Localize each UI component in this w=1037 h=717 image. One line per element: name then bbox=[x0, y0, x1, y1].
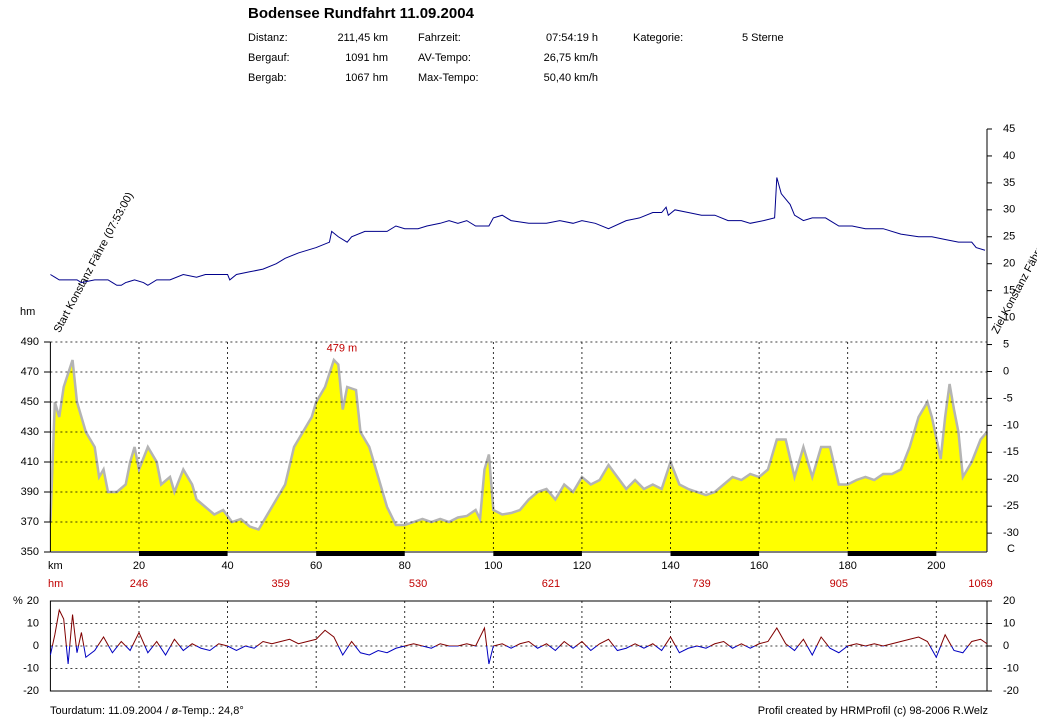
y2-tick-label: 30 bbox=[1003, 204, 1015, 216]
y-tick-label: 450 bbox=[21, 396, 39, 408]
y2-tick-label: -15 bbox=[1003, 446, 1019, 458]
y-tick-label: 410 bbox=[21, 456, 39, 468]
y2-tick-label: 0 bbox=[1003, 365, 1009, 377]
y2-tick-label: 15 bbox=[1003, 285, 1015, 297]
y2-tick-label: -10 bbox=[1003, 419, 1019, 431]
stat-value: 1067 hm bbox=[345, 72, 388, 84]
stat-value: 1091 hm bbox=[345, 52, 388, 64]
stat-label: Distanz: bbox=[248, 32, 288, 44]
y-axis-label: hm bbox=[20, 306, 35, 318]
x-tick-label: 180 bbox=[839, 560, 857, 572]
annotation: 479 m bbox=[327, 342, 358, 354]
elevation-line bbox=[49, 357, 988, 532]
y2-tick-label: -20 bbox=[1003, 685, 1019, 697]
y2-tick-label: 20 bbox=[1003, 595, 1015, 607]
y-tick-label: 430 bbox=[21, 426, 39, 438]
km-bar bbox=[316, 551, 405, 556]
x-tick-label: 200 bbox=[927, 560, 945, 572]
y2-axis-label: C bbox=[1007, 543, 1015, 555]
stat-value: 07:54:19 h bbox=[546, 32, 598, 44]
chart-title: Bodensee Rundfahrt 11.09.2004 bbox=[248, 5, 475, 22]
footer-right: Profil created by HRMProfil (c) 98-2006 … bbox=[758, 705, 988, 717]
km-bar bbox=[493, 551, 582, 556]
y2-tick-label: 40 bbox=[1003, 150, 1015, 162]
footer-left: Tourdatum: 11.09.2004 / ø-Temp.: 24,8° bbox=[50, 705, 244, 717]
elevation-area bbox=[50, 360, 987, 552]
climb-value: 359 bbox=[272, 578, 290, 590]
km-bar bbox=[847, 551, 937, 556]
stat-label: Max-Tempo: bbox=[418, 72, 479, 84]
y2-tick-label: -5 bbox=[1003, 392, 1013, 404]
y2-tick-label: -25 bbox=[1003, 500, 1019, 512]
x-tick-label: 20 bbox=[133, 560, 145, 572]
y2-tick-label: 25 bbox=[1003, 231, 1015, 243]
y2-tick-label: 20 bbox=[1003, 258, 1015, 270]
stat-value: 211,45 km bbox=[337, 32, 388, 44]
y-tick-label: 350 bbox=[21, 546, 39, 558]
climb-value: 1069 bbox=[968, 578, 992, 590]
x-tick-label: 120 bbox=[573, 560, 591, 572]
climb-value: 530 bbox=[409, 578, 427, 590]
gradient-line-negative bbox=[50, 646, 969, 665]
x-tick-label: 100 bbox=[484, 560, 502, 572]
y2-tick-label: 45 bbox=[1003, 123, 1015, 135]
y-tick-label: 370 bbox=[21, 516, 39, 528]
stat-label: Bergauf: bbox=[248, 52, 290, 64]
y2-tick-label: 0 bbox=[1003, 640, 1009, 652]
x-tick-label: 160 bbox=[750, 560, 768, 572]
y2-tick-label: 10 bbox=[1003, 617, 1015, 629]
stat-label: Fahrzeit: bbox=[418, 32, 461, 44]
climb-value: 246 bbox=[130, 578, 148, 590]
climb-label: hm bbox=[48, 578, 63, 590]
y2-tick-label: 5 bbox=[1003, 338, 1009, 350]
y2-tick-label: -30 bbox=[1003, 527, 1019, 539]
x-tick-label: 60 bbox=[310, 560, 322, 572]
y-tick-label: 10 bbox=[27, 617, 39, 629]
y2-tick-label: -10 bbox=[1003, 662, 1019, 674]
stat-value: 26,75 km/h bbox=[544, 52, 598, 64]
x-tick-label: 80 bbox=[399, 560, 411, 572]
y-tick-label: -20 bbox=[23, 685, 39, 697]
climb-value: 621 bbox=[542, 578, 560, 590]
x-tick-label: 40 bbox=[221, 560, 233, 572]
stat-label: Kategorie: bbox=[633, 32, 683, 44]
x-tick-label: 140 bbox=[661, 560, 679, 572]
y-tick-label: 390 bbox=[21, 486, 39, 498]
speed-line bbox=[50, 177, 986, 286]
y-axis-label: % bbox=[13, 595, 23, 607]
climb-value: 905 bbox=[830, 578, 848, 590]
climb-value: 739 bbox=[692, 578, 710, 590]
stat-value: 5 Sterne bbox=[742, 32, 784, 44]
y-tick-label: 490 bbox=[21, 336, 39, 348]
km-bar bbox=[670, 551, 760, 556]
stat-value: 50,40 km/h bbox=[544, 72, 598, 84]
stat-label: Bergab: bbox=[248, 72, 287, 84]
km-bar bbox=[138, 551, 228, 556]
y-tick-label: 20 bbox=[27, 595, 39, 607]
start-label: Start Konstanz Fähre (07:53:00) bbox=[52, 190, 136, 334]
gradient-line-positive bbox=[51, 608, 988, 646]
y-tick-label: -10 bbox=[23, 662, 39, 674]
y2-tick-label: 10 bbox=[1003, 312, 1015, 324]
y-tick-label: 0 bbox=[33, 640, 39, 652]
x-axis-label: km bbox=[48, 560, 63, 572]
y-tick-label: 470 bbox=[21, 366, 39, 378]
y2-tick-label: 35 bbox=[1003, 177, 1015, 189]
stat-label: AV-Tempo: bbox=[418, 52, 471, 64]
y2-tick-label: -20 bbox=[1003, 473, 1019, 485]
